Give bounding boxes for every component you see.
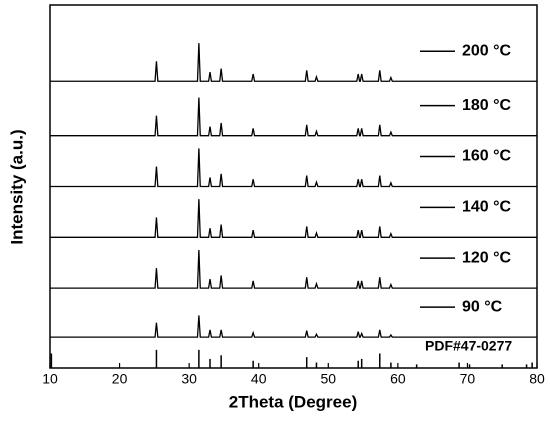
x-tick-label: 70 [460,371,476,387]
xrd-line [50,148,537,188]
y-axis-label: Intensity (a.u.) [7,129,26,244]
reference-label: PDF#47-0277 [425,338,512,354]
legend-label: 160 °C [462,148,512,165]
legend-label: 140 °C [462,199,512,216]
x-tick-label: 40 [251,371,267,387]
xrd-line [50,249,537,289]
x-axis-label: 2Theta (Degree) [229,392,357,411]
x-tick-label: 30 [181,371,197,387]
x-tick-label: 50 [320,371,336,387]
legend-label: 200 °C [462,42,512,59]
xrd-line [50,97,537,137]
legend-label: 90 °C [462,298,503,315]
xrd-line [50,199,537,238]
xrd-line [50,315,537,338]
x-tick-label: 20 [112,371,128,387]
x-tick-label: 80 [529,371,545,387]
xrd-line [50,43,537,82]
legend-label: 180 °C [462,97,512,114]
x-tick-label: 60 [390,371,406,387]
x-tick-label: 10 [42,371,58,387]
legend-label: 120 °C [462,249,512,266]
